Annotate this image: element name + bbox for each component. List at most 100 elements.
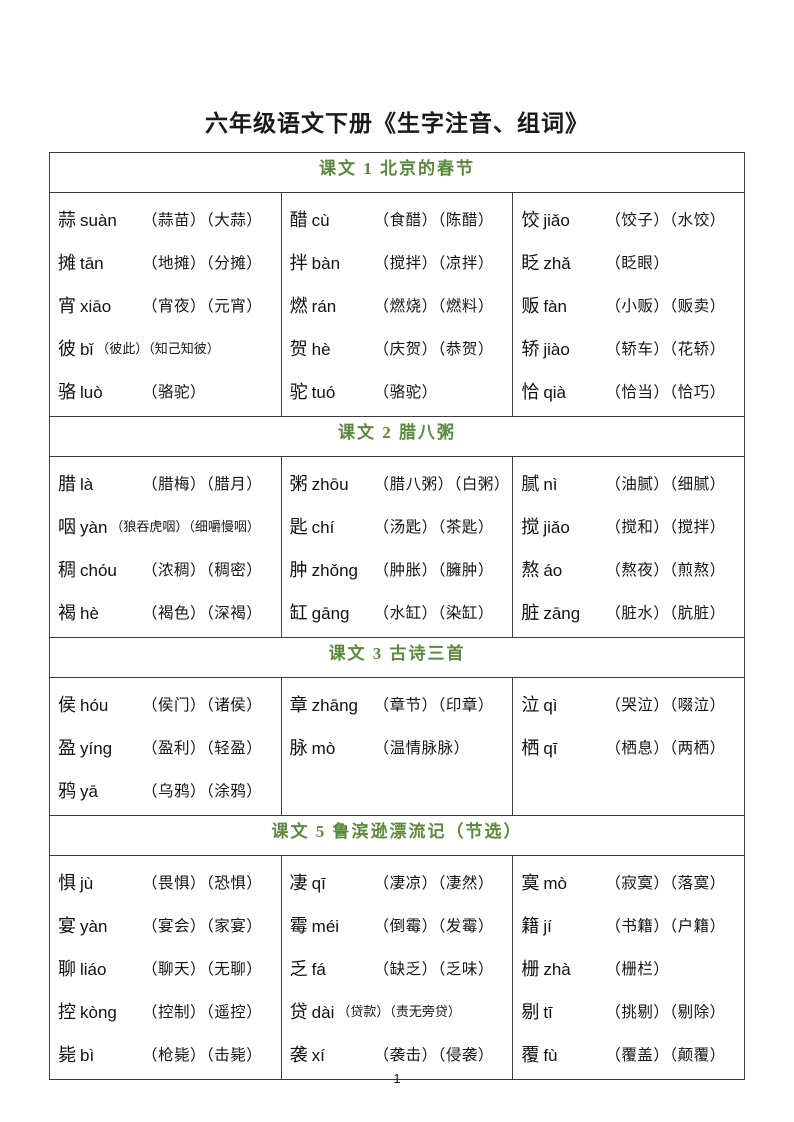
vocab-entry: 袭 xí （袭击）（侵袭） xyxy=(290,1032,507,1075)
entry-words: （骆驼） xyxy=(142,383,207,401)
entry-pinyin: yā xyxy=(80,781,98,801)
entry-character: 栖 xyxy=(521,737,540,758)
entry-pinyin: bǐ xyxy=(80,339,94,359)
entry-pinyin: jiǎo xyxy=(543,517,570,537)
entry-character: 腻 xyxy=(521,473,540,494)
vocab-entry: 覆 fù （覆盖）（颠覆） xyxy=(521,1032,738,1075)
entry-character: 寞 xyxy=(521,872,540,893)
entry-head: 聊 liáo xyxy=(58,955,142,981)
entry-pinyin: kòng xyxy=(80,1002,117,1022)
vocab-entry: 匙 chí （汤匙）（茶匙） xyxy=(290,504,507,547)
entry-head: 摊 tān xyxy=(58,249,142,275)
entry-character: 栅 xyxy=(521,958,540,979)
entry-head: 覆 fù xyxy=(521,1041,605,1067)
entries-cell: 粥 zhōu （腊八粥）（白粥）匙 chí （汤匙）（茶匙）肿 zhǒng （肿胀）（臃肿）… xyxy=(280,456,514,638)
entry-pinyin: hè xyxy=(80,603,99,623)
section-header-row: 课文 1 北京的春节 xyxy=(49,152,745,193)
vocab-entry: 眨 zhǎ （眨眼） xyxy=(521,240,738,283)
vocab-entry: 搅 jiǎo （搅和）（搅拌） xyxy=(521,504,738,547)
vocab-entry: 聊 liáo （聊天）（无聊） xyxy=(58,946,275,989)
vocab-entry: 惧 jù （畏惧）（恐惧） xyxy=(58,860,275,903)
entry-head: 咽 yàn xyxy=(58,513,107,539)
vocab-entry: 贺 hè （庆贺）（恭贺） xyxy=(290,326,507,369)
entry-pinyin: là xyxy=(80,474,94,494)
entry-words: （庆贺）（恭贺） xyxy=(373,340,494,358)
entry-character: 摊 xyxy=(58,252,76,273)
entries-cell: 泣 qì （哭泣）（啜泣）栖 qī （栖息）（两栖） xyxy=(512,677,745,816)
entry-character: 咽 xyxy=(58,516,76,537)
section-body-row: 腊 là （腊梅）（腊月）咽 yàn （狼吞虎咽）（细嚼慢咽）稠 chóu （浓稠）（稠密）… xyxy=(49,456,745,638)
entry-character: 熬 xyxy=(521,559,540,580)
entry-head: 籍 jí xyxy=(521,912,605,938)
entry-character: 脉 xyxy=(289,737,308,758)
entry-words: （地摊）（分摊） xyxy=(142,254,263,272)
entry-pinyin: rán xyxy=(311,296,337,316)
section-header: 课文 3 古诗三首 xyxy=(49,637,745,678)
entry-pinyin: zhǎ xyxy=(543,253,571,273)
entry-head: 腻 nì xyxy=(521,470,605,496)
vocab-table: 课文 1 北京的春节蒜 suàn （蒜苗）（大蒜）摊 tān （地摊）（分摊）宵 xiāo… xyxy=(49,152,745,1080)
entry-pinyin: hóu xyxy=(80,695,109,715)
section-header: 课文 5 鲁滨逊漂流记（节选） xyxy=(49,815,745,856)
entry-head: 褐 hè xyxy=(58,599,142,625)
entry-head: 宵 xiāo xyxy=(58,292,142,318)
entry-head: 霉 méi xyxy=(290,912,374,938)
entry-words: （宵夜）（元宵） xyxy=(142,297,263,315)
entry-pinyin: zhāng xyxy=(311,695,358,715)
entry-words: （贷款）（责无旁贷） xyxy=(337,1004,461,1019)
section-body-row: 蒜 suàn （蒜苗）（大蒜）摊 tān （地摊）（分摊）宵 xiāo （宵夜）（元宵）彼 b… xyxy=(49,192,745,417)
vocab-entry: 鸦 yā （乌鸦）（涂鸦） xyxy=(58,768,275,811)
entry-character: 盈 xyxy=(58,737,76,758)
entry-pinyin: dài xyxy=(311,1002,335,1022)
entry-character: 剔 xyxy=(521,1001,540,1022)
entry-head: 稠 chóu xyxy=(58,556,142,582)
entry-pinyin: yíng xyxy=(80,738,113,758)
entry-words: （畏惧）（恐惧） xyxy=(142,874,263,892)
entry-words: （覆盖）（颠覆） xyxy=(605,1046,726,1064)
entry-pinyin: xiāo xyxy=(80,296,112,316)
entry-character: 饺 xyxy=(521,209,540,230)
vocab-entry: 霉 méi （倒霉）（发霉） xyxy=(290,903,507,946)
vocab-entry: 毙 bì （枪毙）（击毙） xyxy=(58,1032,275,1075)
entry-head: 饺 jiǎo xyxy=(521,206,605,232)
vocab-entry: 肿 zhǒng （肿胀）（臃肿） xyxy=(290,547,507,590)
vocab-entry: 籍 jí （书籍）（户籍） xyxy=(521,903,738,946)
entry-words: （盈利）（轻盈） xyxy=(142,739,263,757)
entry-head: 眨 zhǎ xyxy=(521,249,605,275)
entry-character: 眨 xyxy=(521,252,540,273)
entry-words: （饺子）（水饺） xyxy=(605,211,726,229)
vocab-entry: 贷 dài （贷款）（责无旁贷） xyxy=(290,989,507,1032)
entry-character: 贷 xyxy=(289,1001,308,1022)
entry-words: （挑剔）（剔除） xyxy=(605,1003,726,1021)
entry-pinyin: suàn xyxy=(80,210,117,230)
vocab-entry: 彼 bǐ （彼此）（知己知彼） xyxy=(58,326,275,369)
vocab-entry: 拌 bàn （搅拌）（凉拌） xyxy=(290,240,507,283)
entry-pinyin: chí xyxy=(311,517,335,537)
entry-head: 彼 bǐ xyxy=(58,335,93,361)
entries-cell: 腻 nì （油腻）（细腻）搅 jiǎo （搅和）（搅拌）熬 áo （熬夜）（煎熬）脏 zāng… xyxy=(512,456,745,638)
entry-head: 袭 xí xyxy=(290,1041,374,1067)
entry-pinyin: luò xyxy=(80,382,103,402)
entry-pinyin: tān xyxy=(80,253,104,273)
entry-head: 粥 zhōu xyxy=(290,470,374,496)
entry-words: （聊天）（无聊） xyxy=(142,960,263,978)
entry-pinyin: hè xyxy=(311,339,331,359)
vocab-entry: 燃 rán （燃烧）（燃料） xyxy=(290,283,507,326)
entry-character: 贩 xyxy=(521,295,540,316)
vocab-entry: 盈 yíng （盈利）（轻盈） xyxy=(58,725,275,768)
vocab-entry: 蒜 suàn （蒜苗）（大蒜） xyxy=(58,197,275,240)
section-header-row: 课文 2 腊八粥 xyxy=(49,416,745,457)
entry-head: 缸 gāng xyxy=(290,599,374,625)
entry-pinyin: xí xyxy=(311,1045,325,1065)
entry-head: 肿 zhǒng xyxy=(290,556,374,582)
entries-cell: 寞 mò （寂寞）（落寞）籍 jí （书籍）（户籍）栅 zhà （栅栏）剔 tī （挑剔）（剔除… xyxy=(512,855,745,1080)
vocab-entry: 腊 là （腊梅）（腊月） xyxy=(58,461,275,504)
entry-words: （袭击）（侵袭） xyxy=(373,1046,494,1064)
entry-character: 搅 xyxy=(521,516,540,537)
entry-head: 拌 bàn xyxy=(290,249,374,275)
entry-pinyin: yàn xyxy=(80,517,108,537)
vocab-entry: 章 zhāng （章节）（印章） xyxy=(290,682,507,725)
entry-character: 宴 xyxy=(58,915,76,936)
entry-words: （腊梅）（腊月） xyxy=(142,475,263,493)
entry-pinyin: mò xyxy=(543,873,567,893)
